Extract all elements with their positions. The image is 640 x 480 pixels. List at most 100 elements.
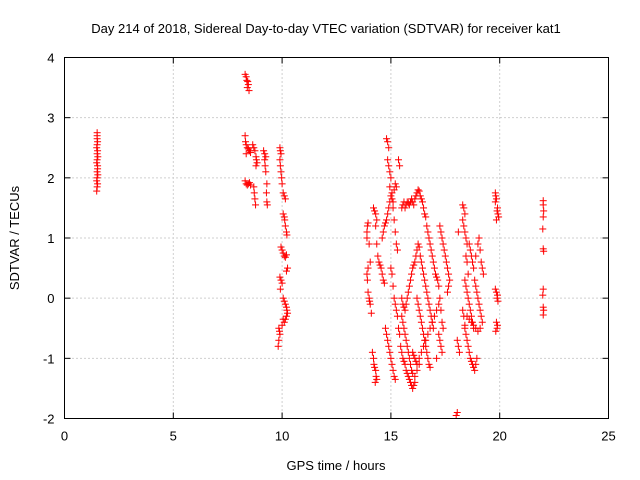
data-point [426,363,434,371]
data-point [462,330,470,338]
data-point [376,261,384,269]
data-point [540,247,548,255]
data-point [393,246,401,254]
y-axis-label: SDTVAR / TECUs [7,185,22,290]
data-point [492,318,500,326]
data-point [387,354,395,362]
data-point [466,246,474,254]
data-point [464,270,472,278]
data-point [378,270,386,278]
data-point [384,336,392,344]
data-point [392,183,400,191]
data-point [279,189,287,197]
data-point [446,276,454,284]
data-point [371,378,379,386]
data-point [277,150,285,158]
data-point [413,360,421,368]
data-point [423,222,431,230]
data-point [261,156,269,164]
data-point [387,174,395,182]
data-point [363,270,371,278]
data-point [460,204,468,212]
data-point [281,195,289,203]
data-point [277,276,285,284]
data-point [93,150,101,158]
data-point [395,156,403,164]
data-point [473,288,481,296]
data-point [396,162,404,170]
data-point [430,264,438,272]
y-tick-label: 3 [47,111,54,126]
data-point [401,204,409,212]
data-point [391,375,399,383]
data-point [411,372,419,380]
data-point [470,264,478,272]
data-point [477,258,485,266]
data-point [466,354,474,362]
data-point [493,324,501,332]
data-point [247,181,255,189]
data-point [364,288,372,296]
data-point [372,366,380,374]
data-point [461,210,469,218]
data-point [479,270,487,278]
data-point [422,282,430,290]
data-point [425,360,433,368]
data-point [263,180,271,188]
data-point [282,267,290,275]
data-point [385,162,393,170]
data-point [242,141,250,149]
data-point [282,251,290,259]
data-point [244,81,252,89]
data-point [417,195,425,203]
data-point [464,342,472,350]
y-tick-label: -2 [43,412,55,427]
y-tick-label: 1 [47,231,54,246]
data-point [390,216,398,224]
data-point [406,276,414,284]
data-point [243,84,251,92]
data-point [373,216,381,224]
data-point [441,252,449,260]
data-point [469,258,476,266]
data-point [474,240,482,248]
x-tick-label: 10 [275,429,289,444]
x-tick-label: 0 [61,429,68,444]
data-point [420,342,428,350]
data-point [434,276,442,284]
data-point [417,318,425,326]
data-point [253,159,261,167]
data-point [250,183,258,191]
data-point [445,270,453,278]
data-point [418,198,426,206]
data-point [421,276,429,284]
data-point [279,294,287,302]
data-point [281,300,289,308]
data-point [417,258,425,266]
data-point [387,264,395,272]
data-point [389,204,397,212]
data-point [409,348,417,356]
data-point [432,270,440,278]
data-point [93,187,101,195]
data-point [422,336,430,344]
data-point [241,177,249,185]
data-point [492,192,500,200]
data-point [453,336,461,344]
data-point [436,222,444,230]
data-point [416,192,424,200]
data-point [411,378,419,386]
data-point [372,222,380,230]
data-point [375,258,383,266]
data-point [385,144,393,152]
data-point [472,252,480,260]
data-point [471,276,479,284]
data-point [374,252,382,260]
data-point [424,330,432,338]
data-point [363,228,371,236]
y-tick-label: 2 [47,171,54,186]
y-tick-label: -1 [43,351,55,366]
plot-frame [64,57,609,419]
data-point [284,264,292,272]
data-point [474,294,482,302]
